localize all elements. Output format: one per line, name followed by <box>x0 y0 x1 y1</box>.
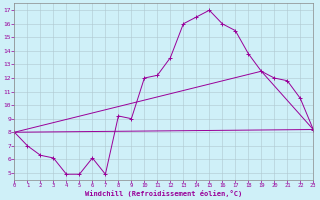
X-axis label: Windchill (Refroidissement éolien,°C): Windchill (Refroidissement éolien,°C) <box>85 190 243 197</box>
